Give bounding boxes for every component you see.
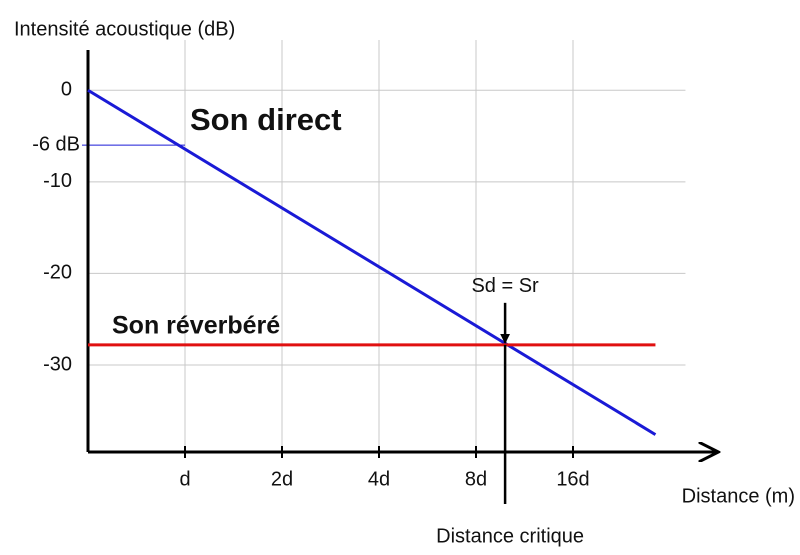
- annotation: Sd = Sr: [471, 275, 539, 297]
- legend-label: Son réverbéré: [112, 312, 280, 340]
- y-tick-label: -10: [43, 170, 72, 192]
- line: [87, 88, 657, 436]
- y-tick-label: 0: [61, 79, 72, 101]
- x-tick-label: d: [179, 468, 190, 490]
- x-axis-label: Distance (m): [682, 485, 795, 507]
- y-axis-label: Intensité acoustique (dB): [14, 18, 235, 40]
- y-tick-label: -20: [43, 262, 72, 284]
- x-tick-label: 16d: [556, 468, 589, 490]
- y-tick-label: -30: [43, 353, 72, 375]
- legend-label: Son direct: [190, 102, 342, 137]
- x-tick-label: 8d: [465, 468, 487, 490]
- x-tick-label: 4d: [368, 468, 390, 490]
- annotation: -6 dB: [32, 133, 80, 155]
- annotation: Distance critique: [436, 525, 584, 547]
- x-tick-label: 2d: [271, 468, 293, 490]
